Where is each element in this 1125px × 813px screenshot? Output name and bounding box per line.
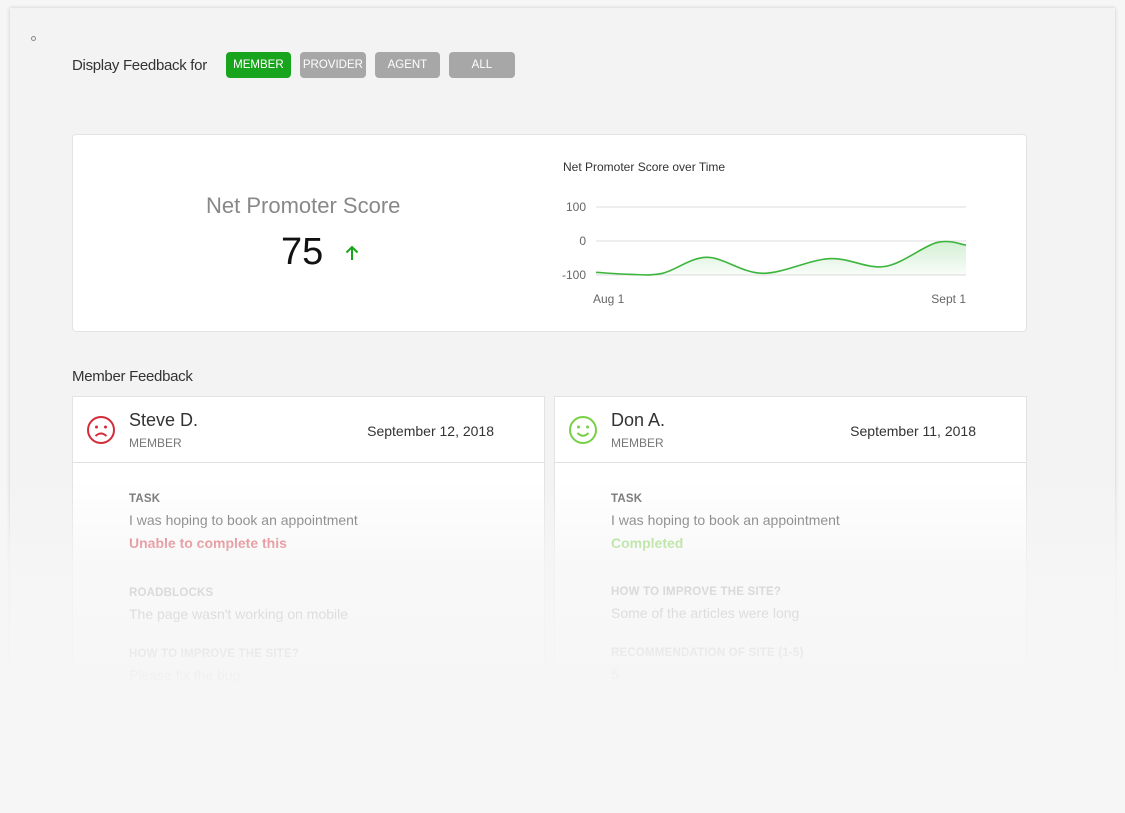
improve-text: Some of the articles were long [611, 605, 800, 621]
filter-label: Display Feedback for [72, 56, 207, 74]
filter-all-button[interactable]: ALL [448, 52, 515, 78]
happy-face-icon [569, 416, 597, 444]
chart-title: Net Promoter Score over Time [563, 160, 726, 174]
nps-over-time-chart: 100 0 -100 Aug 1 Sept 1 [562, 200, 967, 306]
x-tick-label: Sept 1 [931, 292, 966, 306]
roadblocks-text: The page wasn't working on mobile [129, 606, 349, 622]
improve-label: HOW TO IMPROVE THE SITE? [129, 648, 300, 660]
recommendation-text: 5 [611, 666, 619, 682]
task-status: Unable to complete this [129, 535, 287, 551]
feedback-card-header: Steve D. MEMBER September 12, 2018 [73, 397, 544, 463]
feedback-card: Don A. MEMBER September 11, 2018 TASK I … [554, 396, 1027, 736]
feedback-card-body: TASK I was hoping to book an appointment… [129, 493, 524, 683]
reviewer-role: MEMBER [611, 436, 664, 450]
filter-provider-button[interactable]: PROVIDER [299, 52, 366, 78]
feedback-card-header: Don A. MEMBER September 11, 2018 [555, 397, 1026, 463]
feedback-card-body: TASK I was hoping to book an appointment… [611, 493, 1006, 682]
task-text: I was hoping to book an appointment [611, 512, 840, 528]
improve-text: Please fix the bug [129, 667, 241, 683]
page-frame: Display Feedback for MEMBER PROVIDER AGE… [10, 8, 1115, 736]
section-title: Member Feedback [72, 368, 193, 385]
nps-card: Net Promoter Score 75 Net Promoter Score… [72, 134, 1027, 332]
sad-face-icon [87, 416, 115, 444]
task-label: TASK [129, 493, 161, 505]
feedback-filter: Display Feedback for MEMBER PROVIDER AGE… [72, 52, 524, 78]
reviewer-name: Steve D. [129, 410, 199, 430]
nps-title: Net Promoter Score [206, 193, 401, 218]
x-tick-label: Aug 1 [593, 292, 625, 306]
y-tick-label: -100 [562, 268, 586, 282]
arrow-up-icon [345, 245, 359, 260]
series-line [595, 240, 967, 276]
filter-agent-button[interactable]: AGENT [374, 52, 440, 78]
nps-value: 75 [281, 231, 324, 273]
bullet-dot-icon [31, 36, 36, 41]
recommendation-label: RECOMMENDATION OF SITE (1-5) [611, 647, 804, 659]
task-text: I was hoping to book an appointment [129, 512, 358, 528]
reviewer-role: MEMBER [129, 436, 182, 450]
roadblocks-label: ROADBLOCKS [129, 587, 214, 599]
y-tick-label: 100 [566, 200, 586, 214]
improve-label: HOW TO IMPROVE THE SITE? [611, 586, 782, 598]
task-status: Completed [611, 535, 684, 551]
reviewer-name: Don A. [611, 410, 666, 430]
filter-member-button[interactable]: MEMBER [225, 52, 291, 78]
y-tick-label: 0 [579, 234, 586, 248]
feedback-card: Steve D. MEMBER September 12, 2018 TASK … [72, 396, 545, 736]
feedback-date: September 12, 2018 [367, 423, 494, 439]
task-label: TASK [611, 493, 643, 505]
feedback-date: September 11, 2018 [850, 423, 976, 439]
